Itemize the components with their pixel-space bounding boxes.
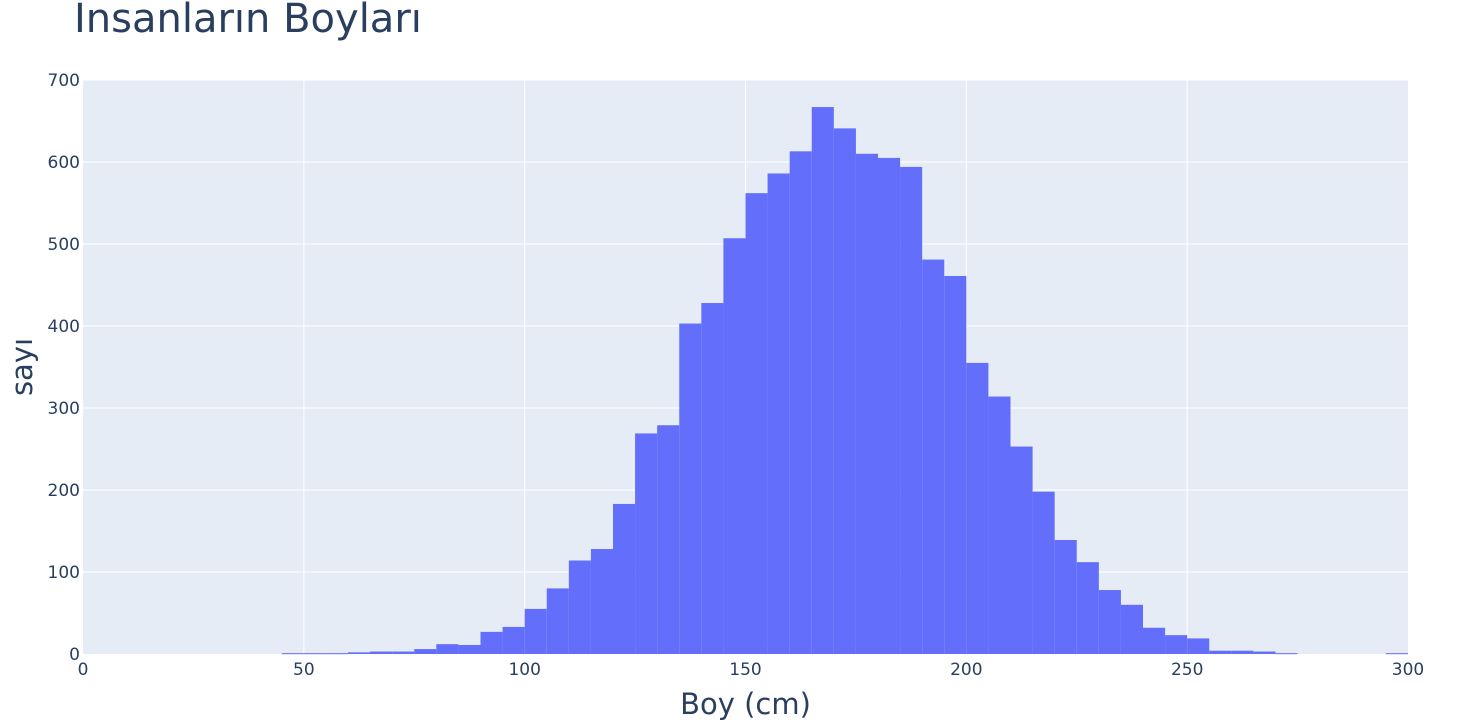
histogram-bar — [1098, 590, 1121, 654]
histogram-bar — [370, 651, 393, 654]
y-tick-label: 0 — [69, 645, 80, 665]
histogram-bar — [767, 173, 790, 655]
histogram-bar — [414, 649, 437, 654]
x-tick-label: 250 — [1171, 660, 1203, 680]
histogram-bar — [966, 362, 989, 654]
histogram-bar — [988, 396, 1011, 654]
x-tick-label: 200 — [950, 660, 982, 680]
histogram-bar — [546, 588, 569, 654]
histogram-bar — [701, 303, 724, 654]
x-tick-label: 300 — [1392, 660, 1424, 680]
y-tick-label: 600 — [48, 153, 80, 173]
y-tick-label: 500 — [48, 235, 80, 255]
histogram-bar — [524, 608, 547, 654]
x-tick-label: 50 — [293, 660, 315, 680]
histogram-bar — [1253, 651, 1276, 654]
histogram-bar — [458, 644, 481, 654]
histogram-bar — [789, 151, 812, 654]
histogram-bar — [1076, 562, 1099, 654]
y-tick-label: 100 — [48, 563, 80, 583]
histogram-bar — [811, 107, 834, 654]
histogram-bar — [922, 259, 945, 654]
histogram-bar — [1054, 540, 1077, 654]
histogram-bar — [480, 631, 503, 654]
histogram-bar — [1165, 635, 1188, 654]
histogram-bar — [1010, 446, 1033, 654]
y-tick-label: 400 — [48, 317, 80, 337]
histogram-bar — [568, 560, 591, 654]
x-tick-label: 150 — [729, 660, 761, 680]
histogram-bar — [1275, 653, 1298, 655]
histogram-bar — [1209, 650, 1232, 654]
histogram-bar — [590, 549, 613, 654]
histogram-bar — [1385, 653, 1408, 655]
histogram-bar — [303, 653, 326, 655]
histogram-bar — [325, 653, 348, 655]
chart-title: İnsanların Boyları — [74, 0, 422, 42]
histogram-bar — [502, 626, 525, 654]
histogram-bar — [281, 653, 304, 655]
y-axis-label: sayı — [5, 338, 39, 396]
x-tick-label: 0 — [78, 660, 89, 680]
histogram-bar — [436, 644, 459, 654]
y-tick-label: 700 — [48, 71, 80, 91]
histogram-bar — [878, 157, 901, 654]
histogram-bar — [855, 153, 878, 655]
histogram-bar — [723, 238, 746, 654]
histogram-bar — [745, 193, 768, 654]
y-tick-label: 200 — [48, 481, 80, 501]
histogram-bar — [635, 433, 658, 654]
x-axis-label: Boy (cm) — [680, 687, 811, 720]
histogram-bar — [1143, 627, 1166, 654]
y-tick-label: 300 — [48, 399, 80, 419]
histogram-bar — [1032, 491, 1055, 654]
histogram-bar — [613, 503, 636, 654]
histogram-bar — [657, 425, 680, 654]
x-tick-label: 100 — [508, 660, 540, 680]
histogram-bar — [348, 652, 371, 654]
histogram-bar — [1187, 638, 1210, 654]
histogram-bar — [1120, 604, 1143, 654]
histogram-bar — [833, 128, 856, 654]
histogram-bar — [900, 166, 923, 655]
histogram-bar — [944, 275, 967, 654]
histogram-bar — [392, 651, 415, 654]
histogram-bar — [679, 323, 702, 654]
histogram-bar — [1231, 650, 1254, 654]
